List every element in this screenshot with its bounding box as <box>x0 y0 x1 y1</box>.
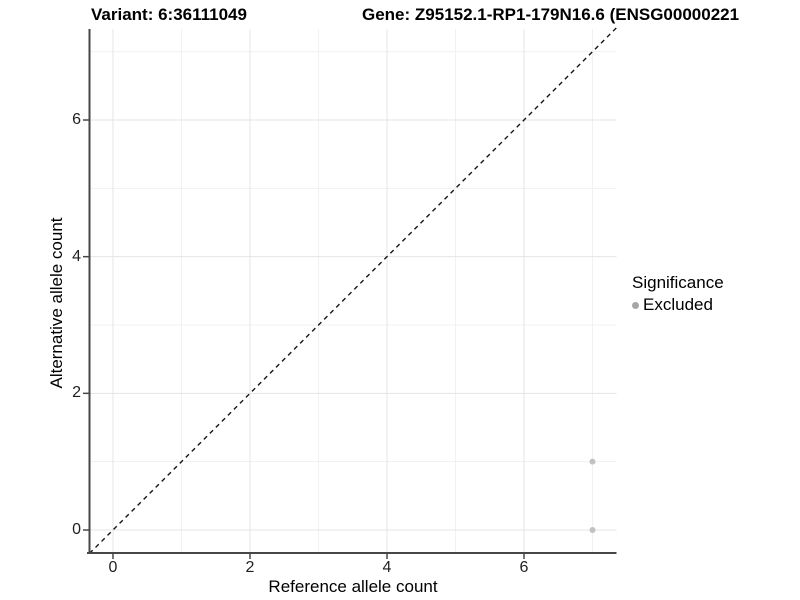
legend-title: Significance <box>632 273 724 292</box>
y-axis-title: Alternative allele count <box>47 217 66 389</box>
x-tick-label: 0 <box>108 559 118 576</box>
y-tick-label: 0 <box>72 521 81 538</box>
legend: Significance Excluded <box>632 273 724 315</box>
x-tick-label: 4 <box>382 559 392 576</box>
legend-point-icon <box>632 301 639 309</box>
x-tick-label: 6 <box>519 559 529 576</box>
x-axis-title: Reference allele count <box>268 577 438 596</box>
x-tick-label: 2 <box>245 559 255 576</box>
data-point <box>589 458 596 465</box>
legend-item-excluded: Excluded <box>632 295 724 315</box>
identity-dashed-line <box>89 27 617 554</box>
legend-item-label: Excluded <box>643 295 713 314</box>
y-tick-label: 4 <box>72 247 81 265</box>
data-point <box>589 527 596 533</box>
y-tick-label: 6 <box>72 111 81 129</box>
y-tick-label: 2 <box>72 384 81 402</box>
plot-title-gene: Gene: Z95152.1-RP1-179N16.6 (ENSG0000022… <box>362 5 740 24</box>
plot-title-variant: Variant: 6:36111049 <box>91 5 247 24</box>
